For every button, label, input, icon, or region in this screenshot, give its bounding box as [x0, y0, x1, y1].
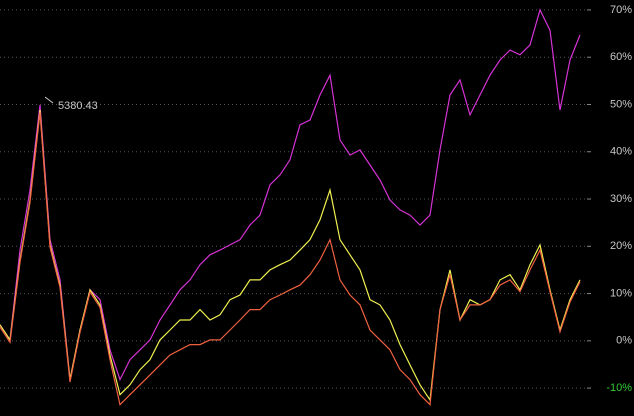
y-tick-label: 20%	[610, 240, 632, 252]
y-tick-label: 0%	[616, 335, 632, 347]
series-line	[0, 110, 581, 402]
y-tick-label: 50%	[610, 98, 632, 110]
plot: 70% 60% 50% 40% 30% 20% 10% 0% -10%	[0, 4, 632, 407]
annotation-arrow	[44, 96, 54, 104]
y-tick-label: 30%	[610, 193, 632, 205]
series-line	[0, 8, 581, 382]
y-tick-label: 60%	[610, 51, 632, 63]
annotation: 5380.43	[58, 100, 98, 112]
y-tick-label: 40%	[610, 146, 632, 158]
y-tick-label: -10%	[606, 382, 632, 394]
series-line	[0, 112, 581, 407]
y-tick-label: 10%	[610, 287, 632, 299]
y-tick-label: 70%	[610, 4, 632, 16]
